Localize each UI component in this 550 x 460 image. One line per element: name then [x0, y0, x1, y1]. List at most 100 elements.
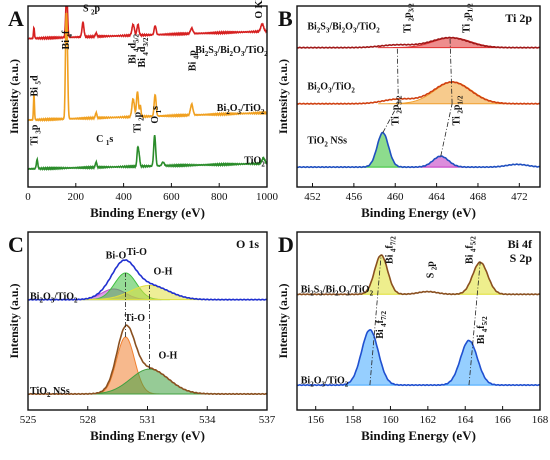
peak-fill: [434, 340, 504, 386]
x-tick-label: 534: [199, 414, 216, 426]
y-axis-label: Intensity (a.u.): [276, 283, 290, 358]
x-tick-label: 460: [387, 191, 404, 203]
annotation: Ti 2p: [132, 111, 145, 132]
plot-area: [28, 259, 267, 396]
series-line: [297, 328, 540, 387]
x-tick-label: 452: [304, 191, 321, 203]
y-axis-label: Intensity (a.u.): [7, 283, 21, 358]
annotation: Bi2O3/TiO2: [217, 103, 265, 116]
x-tick-label: 158: [345, 414, 362, 426]
x-tick-label: 525: [20, 414, 37, 426]
x-tick-label: 464: [428, 191, 445, 203]
annotation: Ti-O: [127, 247, 148, 258]
guide-line: [369, 255, 382, 386]
series-0: [297, 36, 540, 49]
peak-fill: [359, 132, 407, 168]
series-0: [28, 6, 267, 41]
annotation: Bi 4p: [187, 50, 200, 71]
panel-title: Ti 2p: [505, 11, 532, 25]
panel-title: O 1s: [236, 237, 259, 251]
annotation: Bi 4d3/2: [137, 37, 150, 67]
annotation: Bi 4f: [61, 30, 74, 49]
x-tick-label: 456: [346, 191, 363, 203]
series-line: [297, 254, 540, 296]
x-tick-label: 166: [494, 414, 511, 426]
guide-line: [440, 103, 453, 157]
series-1: [28, 324, 267, 396]
annotation: TiO2 NSs: [30, 386, 70, 399]
series-line: [28, 12, 267, 123]
annotation: O-H: [153, 267, 172, 278]
x-axis-label: Binding Energy (eV): [90, 205, 205, 220]
x-tick-label: 0: [25, 191, 31, 203]
annotation: Bi2S3/Bi2O3/TiO2: [307, 22, 380, 35]
annotation: Bi 4f5/2: [476, 316, 489, 344]
annotation: Bi 5d: [30, 75, 43, 96]
panel-letter: B: [278, 6, 293, 31]
x-tick-label: 160: [382, 414, 399, 426]
x-axis-label: Binding Energy (eV): [90, 428, 205, 443]
series-line: [28, 6, 267, 41]
plot-area: [297, 254, 540, 387]
annotation: Ti 2p1/2: [451, 95, 464, 125]
annotation: O KLL: [254, 0, 265, 19]
annotation: Bi-O: [106, 251, 127, 262]
y-axis-label: Intensity (a.u.): [276, 59, 290, 134]
series-0: [297, 254, 540, 296]
annotation: Bi2O3/TiO2: [30, 292, 78, 305]
annotation: Bi2S3/Bi2O3/TiO2: [195, 45, 268, 58]
x-tick-label: 400: [115, 191, 132, 203]
peak-fill: [73, 368, 226, 395]
panel-d: D 156 158 160 162 164 166 168 Binding Energy (eV…: [276, 231, 549, 443]
guide-line: [396, 47, 399, 104]
peak-fill: [409, 155, 472, 168]
series-1: [28, 12, 267, 123]
x-tick-label: 531: [139, 414, 156, 426]
annotation: Ti 2p1/2: [462, 3, 475, 33]
series-line: [297, 80, 540, 105]
annotation: Ti 3p: [30, 124, 43, 145]
axes-frame: [296, 231, 541, 411]
annotation: Ti 2p3/2: [403, 3, 416, 33]
series-1: [297, 80, 540, 105]
panel-b: B 452 456 460 464 468 472 Binding Energy (eV) In…: [276, 3, 541, 220]
annotation: Bi2O3/TiO2: [307, 81, 355, 94]
x-tick-label: 800: [211, 191, 228, 203]
peak-fill: [335, 329, 405, 386]
annotation: Bi 4f7/2: [375, 311, 388, 339]
annotation: S 2p: [83, 3, 101, 16]
x-tick-label: 168: [532, 414, 549, 426]
series-line: [297, 131, 540, 169]
series-line: [28, 259, 267, 301]
x-tick-label: 537: [259, 414, 276, 426]
panel-letter: A: [8, 6, 24, 31]
guide-line: [449, 38, 453, 104]
series-line: [297, 36, 540, 49]
annotation: S 2p: [425, 261, 438, 279]
panel-title: Bi 4f: [508, 237, 533, 251]
x-tick-label: 472: [511, 191, 528, 203]
series-1: [297, 328, 540, 387]
x-tick-label: 156: [307, 414, 324, 426]
x-tick-label: 528: [80, 414, 97, 426]
annotation: Bi2S3/Bi2O3/TiO2: [301, 285, 374, 298]
x-tick-label: 162: [420, 414, 437, 426]
plot-area: [28, 6, 267, 172]
annotation: Ti-O: [125, 313, 146, 324]
series-line: [28, 134, 267, 172]
panel-c: C 525 528 531 534 537 Binding Energy (eV) Inten…: [7, 231, 276, 443]
x-tick-label: 468: [470, 191, 487, 203]
x-tick-label: 1000: [256, 191, 279, 203]
guide-line: [468, 262, 481, 386]
annotation: Ti 2p3/2: [390, 95, 403, 125]
annotation: O 1s: [150, 106, 163, 124]
annotation: Bi 4f7/2: [384, 236, 397, 264]
axes-frame: [296, 5, 541, 188]
x-axis-label: Binding Energy (eV): [361, 205, 476, 220]
plot-area: [297, 36, 540, 169]
annotation: Bi 4f5/2: [465, 236, 478, 264]
guide-line: [382, 103, 399, 133]
annotation: TiO2: [244, 155, 265, 168]
x-tick-label: 600: [163, 191, 180, 203]
